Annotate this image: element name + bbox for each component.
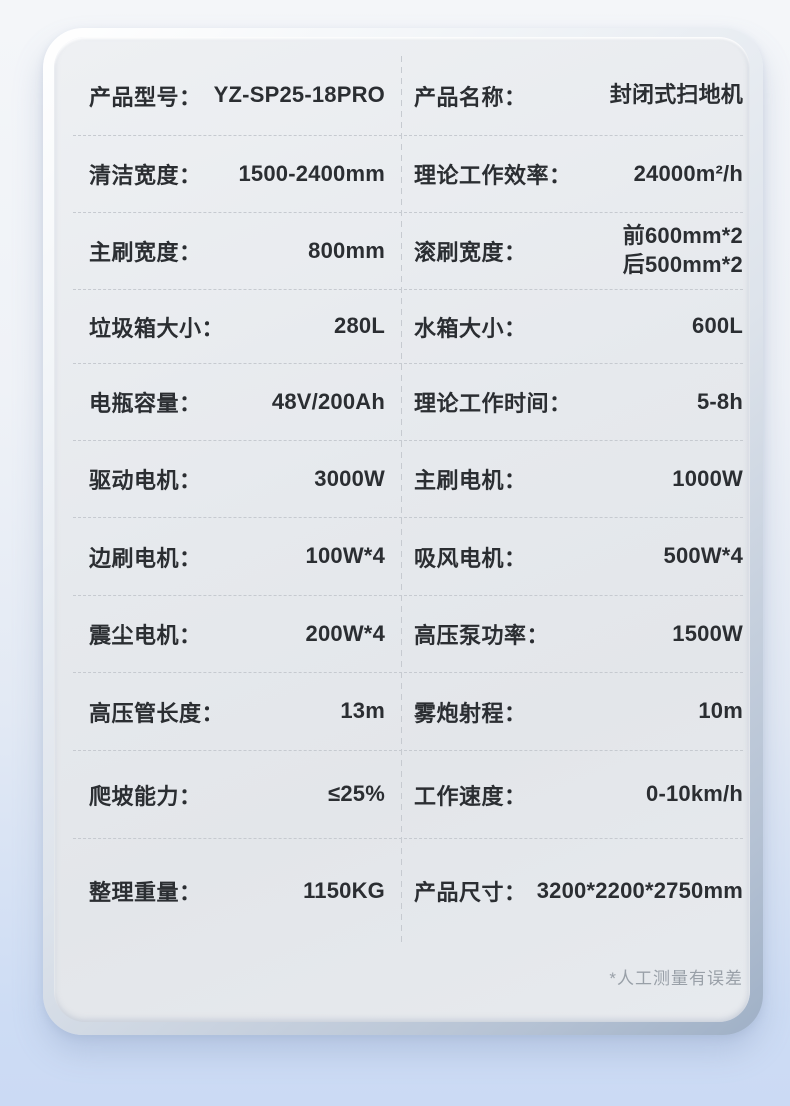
spec-cell: 主刷电机： 1000W: [401, 441, 743, 517]
spec-cell: 驱动电机： 3000W: [73, 441, 401, 517]
spec-row: 电瓶容量： 48V/200Ah 理论工作时间： 5-8h: [73, 364, 743, 441]
spec-value: 1500W: [672, 620, 743, 646]
spec-cell: 整理重量： 1150KG: [73, 839, 401, 943]
spec-label: 产品尺寸：: [414, 880, 527, 905]
spec-value: 前600mm*2 后500mm*2: [622, 223, 743, 277]
spec-value: 3200*2200*2750mm: [536, 877, 743, 903]
column-divider: [401, 56, 402, 943]
spec-label: 理论工作时间：: [414, 391, 572, 416]
measurement-disclaimer: *人工测量有误差: [609, 969, 743, 988]
spec-cell: 主刷宽度： 800mm: [73, 213, 401, 289]
spec-label: 吸风电机：: [414, 545, 527, 571]
spec-value: 24000m²/h: [633, 160, 743, 186]
spec-card: 产品型号： YZ-SP25-18PRO 产品名称： 封闭式扫地机 清洁宽度： 1…: [43, 28, 763, 1035]
spec-label: 雾炮射程：: [414, 700, 527, 726]
spec-cell: 水箱大小： 600L: [401, 290, 743, 363]
spec-cell: 理论工作效率： 24000m²/h: [401, 136, 743, 212]
spec-label: 产品名称：: [414, 84, 527, 110]
spec-cell: 雾炮射程： 10m: [401, 673, 743, 750]
spec-value: 封闭式扫地机: [609, 82, 743, 108]
spec-row: 整理重量： 1150KG 产品尺寸： 3200*2200*2750mm: [73, 839, 743, 943]
spec-row: 震尘电机： 200W*4 高压泵功率： 1500W: [73, 596, 743, 673]
spec-cell: 产品型号： YZ-SP25-18PRO: [73, 56, 401, 135]
spec-value: 1000W: [672, 465, 743, 491]
spec-cell: 吸风电机： 500W*4: [401, 518, 743, 595]
spec-value: ≤25%: [328, 781, 385, 807]
spec-value: 10m: [698, 698, 743, 724]
spec-cell: 高压管长度： 13m: [73, 673, 401, 750]
spec-value: 5-8h: [696, 388, 743, 414]
spec-label: 滚刷宽度：: [414, 240, 527, 265]
spec-row: 垃圾箱大小： 280L 水箱大小： 600L: [73, 290, 743, 364]
spec-label: 电瓶容量：: [89, 391, 202, 416]
spec-label: 整理重量：: [89, 880, 202, 905]
spec-label: 主刷宽度：: [89, 240, 202, 265]
spec-value: 3000W: [314, 465, 385, 491]
spec-label: 震尘电机：: [89, 623, 202, 648]
spec-label: 主刷电机：: [414, 468, 527, 493]
spec-cell: 震尘电机： 200W*4: [73, 596, 401, 672]
spec-cell: 产品尺寸： 3200*2200*2750mm: [401, 839, 743, 943]
spec-cell: 边刷电机： 100W*4: [73, 518, 401, 595]
spec-row: 主刷宽度： 800mm 滚刷宽度： 前600mm*2 后500mm*2: [73, 213, 743, 290]
spec-label: 高压管长度：: [89, 700, 225, 726]
spec-label: 清洁宽度：: [89, 163, 202, 188]
spec-row: 爬坡能力： ≤25% 工作速度： 0-10km/h: [73, 751, 743, 839]
spec-label: 爬坡能力：: [89, 783, 202, 809]
spec-cell: 工作速度： 0-10km/h: [401, 751, 743, 838]
spec-value: 100W*4: [305, 543, 385, 569]
spec-value: 1150KG: [303, 877, 385, 903]
spec-label: 产品型号：: [89, 84, 202, 110]
spec-value: 1500-2400mm: [238, 160, 385, 186]
spec-row: 产品型号： YZ-SP25-18PRO 产品名称： 封闭式扫地机: [73, 56, 743, 136]
spec-cell: 电瓶容量： 48V/200Ah: [73, 364, 401, 440]
spec-label: 理论工作效率：: [414, 163, 572, 188]
spec-value: 200W*4: [305, 620, 385, 646]
spec-value: 600L: [692, 313, 743, 339]
spec-row: 清洁宽度： 1500-2400mm 理论工作效率： 24000m²/h: [73, 136, 743, 213]
spec-value: 0-10km/h: [646, 781, 743, 807]
spec-value: 500W*4: [663, 543, 743, 569]
spec-cell: 高压泵功率： 1500W: [401, 596, 743, 672]
spec-cell: 理论工作时间： 5-8h: [401, 364, 743, 440]
spec-value: 800mm: [308, 237, 385, 263]
spec-label: 工作速度：: [414, 783, 527, 809]
spec-value: 48V/200Ah: [271, 388, 385, 414]
spec-cell: 清洁宽度： 1500-2400mm: [73, 136, 401, 212]
spec-label: 高压泵功率：: [414, 623, 550, 648]
spec-label: 驱动电机：: [89, 468, 202, 493]
spec-row: 驱动电机： 3000W 主刷电机： 1000W: [73, 441, 743, 518]
spec-label: 边刷电机：: [89, 545, 202, 571]
spec-card-surface: 产品型号： YZ-SP25-18PRO 产品名称： 封闭式扫地机 清洁宽度： 1…: [54, 37, 750, 1022]
spec-row: 高压管长度： 13m 雾炮射程： 10m: [73, 673, 743, 751]
spec-cell: 产品名称： 封闭式扫地机: [401, 56, 743, 135]
spec-value: 13m: [340, 698, 385, 724]
spec-cell: 垃圾箱大小： 280L: [73, 290, 401, 363]
spec-value: 280L: [334, 313, 385, 339]
spec-row: 边刷电机： 100W*4 吸风电机： 500W*4: [73, 518, 743, 596]
spec-table: 产品型号： YZ-SP25-18PRO 产品名称： 封闭式扫地机 清洁宽度： 1…: [73, 56, 743, 943]
spec-label: 垃圾箱大小：: [89, 315, 225, 341]
spec-value: YZ-SP25-18PRO: [213, 82, 385, 108]
spec-cell: 滚刷宽度： 前600mm*2 后500mm*2: [401, 213, 743, 289]
spec-cell: 爬坡能力： ≤25%: [73, 751, 401, 838]
spec-label: 水箱大小：: [414, 315, 527, 341]
